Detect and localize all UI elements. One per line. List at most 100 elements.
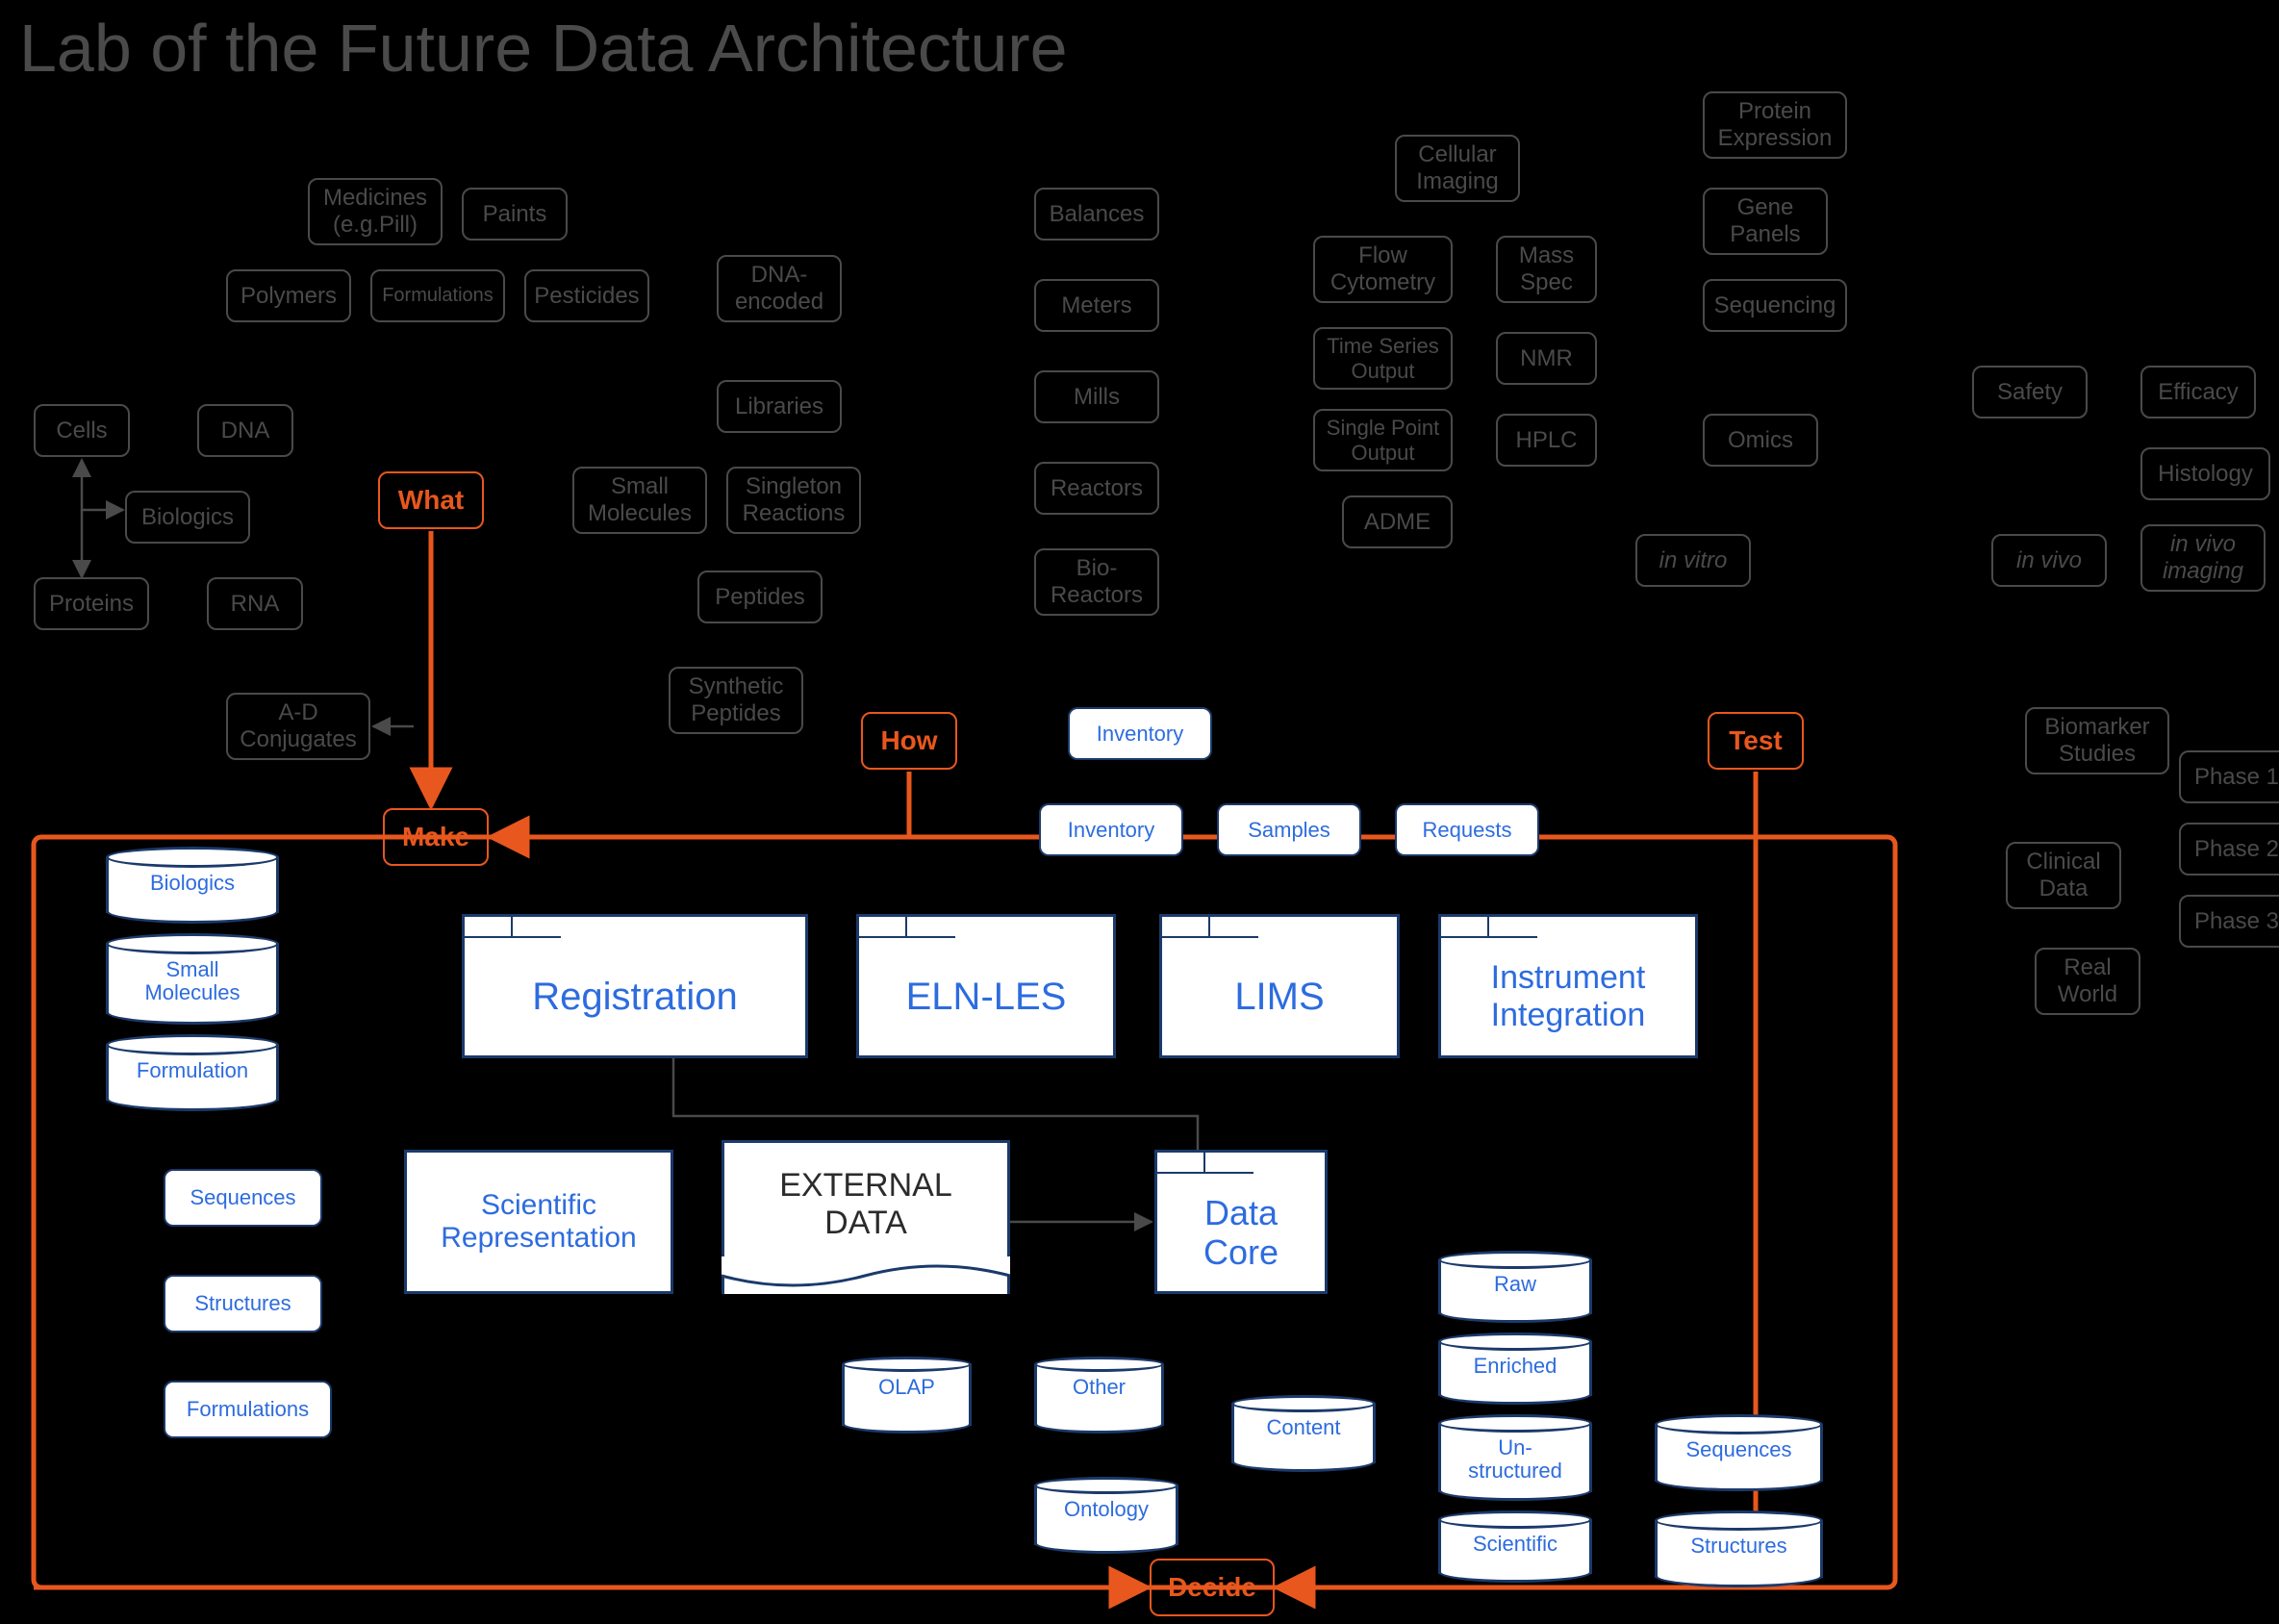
gray-node-cells: Cells	[34, 404, 130, 457]
system-label: ScientificRepresentation	[407, 1153, 671, 1291]
system-sci-rep: ScientificRepresentation	[404, 1150, 673, 1294]
system-eln-les: ELN-LES	[856, 914, 1116, 1058]
external-data-label: EXTERNALDATA	[722, 1167, 1010, 1242]
gray-node-real-world: RealWorld	[2035, 948, 2140, 1015]
cylinder-cyl-smallmol: SmallMolecules	[106, 933, 279, 1025]
orange-node-decide: Decide	[1150, 1559, 1275, 1616]
gray-node-pesticides: Pesticides	[524, 269, 649, 322]
gray-node-paints: Paints	[462, 188, 568, 241]
orange-node-make: Make	[383, 808, 489, 866]
system-tabs	[859, 917, 955, 938]
system-tabs	[1162, 917, 1258, 938]
gray-node-nmr: NMR	[1496, 332, 1597, 385]
gray-node-biomarker: BiomarkerStudies	[2025, 707, 2169, 774]
diagram-stage: Lab of the Future Data Architecture Cell…	[0, 0, 2279, 1624]
blue-node-inventory2: Inventory	[1039, 803, 1183, 856]
system-lims: LIMS	[1159, 914, 1400, 1058]
cylinder-label: Un-structured	[1438, 1436, 1592, 1483]
gray-node-meters: Meters	[1034, 279, 1159, 332]
gray-node-mass-spec: MassSpec	[1496, 236, 1597, 303]
blue-node-requests: Requests	[1395, 803, 1539, 856]
gray-node-polymers: Polymers	[226, 269, 351, 322]
gray-node-clin-data: ClinicalData	[2006, 842, 2121, 909]
cylinder-cyl-raw: Raw	[1438, 1251, 1592, 1323]
cylinder-cyl-other: Other	[1034, 1357, 1164, 1434]
gray-node-efficacy: Efficacy	[2140, 366, 2256, 419]
gray-node-balances: Balances	[1034, 188, 1159, 241]
gray-node-cell-img: CellularImaging	[1395, 135, 1520, 202]
cylinder-label: Structures	[1655, 1535, 1823, 1558]
system-tabs	[465, 917, 561, 938]
gray-node-small-mol-g: SmallMolecules	[572, 467, 707, 534]
cylinder-label: Formulation	[106, 1059, 279, 1082]
cylinder-label: Scientific	[1438, 1533, 1592, 1556]
orange-node-test: Test	[1708, 712, 1804, 770]
system-instr-int: InstrumentIntegration	[1438, 914, 1698, 1058]
cylinder-label: Content	[1231, 1416, 1376, 1439]
gray-node-invivo-img: in vivoimaging	[2140, 524, 2266, 592]
gray-node-mills: Mills	[1034, 370, 1159, 423]
cylinder-cyl-biologics: Biologics	[106, 847, 279, 924]
cylinder-cyl-structures: Structures	[1655, 1510, 1823, 1587]
gray-node-prot-expr: ProteinExpression	[1703, 91, 1847, 159]
gray-node-adme: ADME	[1342, 495, 1453, 548]
cylinder-label: SmallMolecules	[106, 958, 279, 1004]
external-data-node: EXTERNALDATA	[722, 1140, 1010, 1294]
system-label: Registration	[465, 938, 805, 1055]
cylinder-label: Ontology	[1034, 1498, 1178, 1521]
gray-node-invivo: in vivo	[1991, 534, 2107, 587]
gray-node-synth-pep: SyntheticPeptides	[669, 667, 803, 734]
gray-node-formulations-g: Formulations	[370, 269, 505, 322]
cylinder-cyl-sequences: Sequences	[1655, 1414, 1823, 1491]
blue-node-samples: Samples	[1217, 803, 1361, 856]
gray-node-reactors: Reactors	[1034, 462, 1159, 515]
system-label: InstrumentIntegration	[1441, 938, 1695, 1055]
gray-node-safety: Safety	[1972, 366, 2088, 419]
cylinder-label: Other	[1034, 1376, 1164, 1399]
cylinder-label: OLAP	[842, 1376, 972, 1399]
orange-node-what: What	[378, 471, 484, 529]
gray-node-libraries: Libraries	[717, 380, 842, 433]
gray-node-medicines: Medicines(e.g.Pill)	[308, 178, 443, 245]
gray-node-sequencing-g: Sequencing	[1703, 279, 1847, 332]
gray-node-omics: Omics	[1703, 414, 1818, 467]
system-label: DataCore	[1157, 1174, 1325, 1291]
cylinder-label: Sequences	[1655, 1438, 1823, 1461]
blue-node-inventory-top: Inventory	[1068, 707, 1212, 760]
gray-node-phase2: Phase 2	[2179, 823, 2279, 875]
cylinder-label: Biologics	[106, 872, 279, 895]
cylinder-cyl-olap: OLAP	[842, 1357, 972, 1434]
orange-node-how: How	[861, 712, 957, 770]
gray-node-sp-out: Single PointOutput	[1313, 409, 1453, 471]
cylinder-cyl-content: Content	[1231, 1395, 1376, 1472]
gray-node-phase1: Phase 1	[2179, 750, 2279, 803]
cylinder-cyl-ontology: Ontology	[1034, 1477, 1178, 1554]
cylinder-cyl-formulation: Formulation	[106, 1034, 279, 1111]
gray-node-ad-conj: A-DConjugates	[226, 693, 370, 760]
gray-node-peptides: Peptides	[697, 571, 823, 623]
gray-node-dna-enc: DNA-encoded	[717, 255, 842, 322]
gray-node-flow-cyt: FlowCytometry	[1313, 236, 1453, 303]
blue-node-sequences: Sequences	[164, 1169, 322, 1227]
gray-node-hplc: HPLC	[1496, 414, 1597, 467]
gray-node-biologics-g: Biologics	[125, 491, 250, 544]
gray-node-bio-react: Bio-Reactors	[1034, 548, 1159, 616]
blue-node-structures: Structures	[164, 1275, 322, 1332]
system-data-core: DataCore	[1154, 1150, 1328, 1294]
cylinder-label: Enriched	[1438, 1355, 1592, 1378]
gray-node-gene-panels: GenePanels	[1703, 188, 1828, 255]
cylinder-label: Raw	[1438, 1273, 1592, 1296]
blue-node-formulations-b: Formulations	[164, 1381, 332, 1438]
gray-node-histology: Histology	[2140, 447, 2270, 500]
cylinder-cyl-enriched: Enriched	[1438, 1332, 1592, 1405]
gray-node-singleton: SingletonReactions	[726, 467, 861, 534]
gray-node-ts-out: Time SeriesOutput	[1313, 327, 1453, 390]
cylinder-cyl-scientific: Scientific	[1438, 1510, 1592, 1583]
gray-node-invitro: in vitro	[1635, 534, 1751, 587]
system-tabs	[1441, 917, 1537, 938]
system-registration: Registration	[462, 914, 808, 1058]
page-title: Lab of the Future Data Architecture	[19, 10, 1068, 87]
gray-node-dna: DNA	[197, 404, 293, 457]
system-label: ELN-LES	[859, 938, 1113, 1055]
gray-node-proteins: Proteins	[34, 577, 149, 630]
